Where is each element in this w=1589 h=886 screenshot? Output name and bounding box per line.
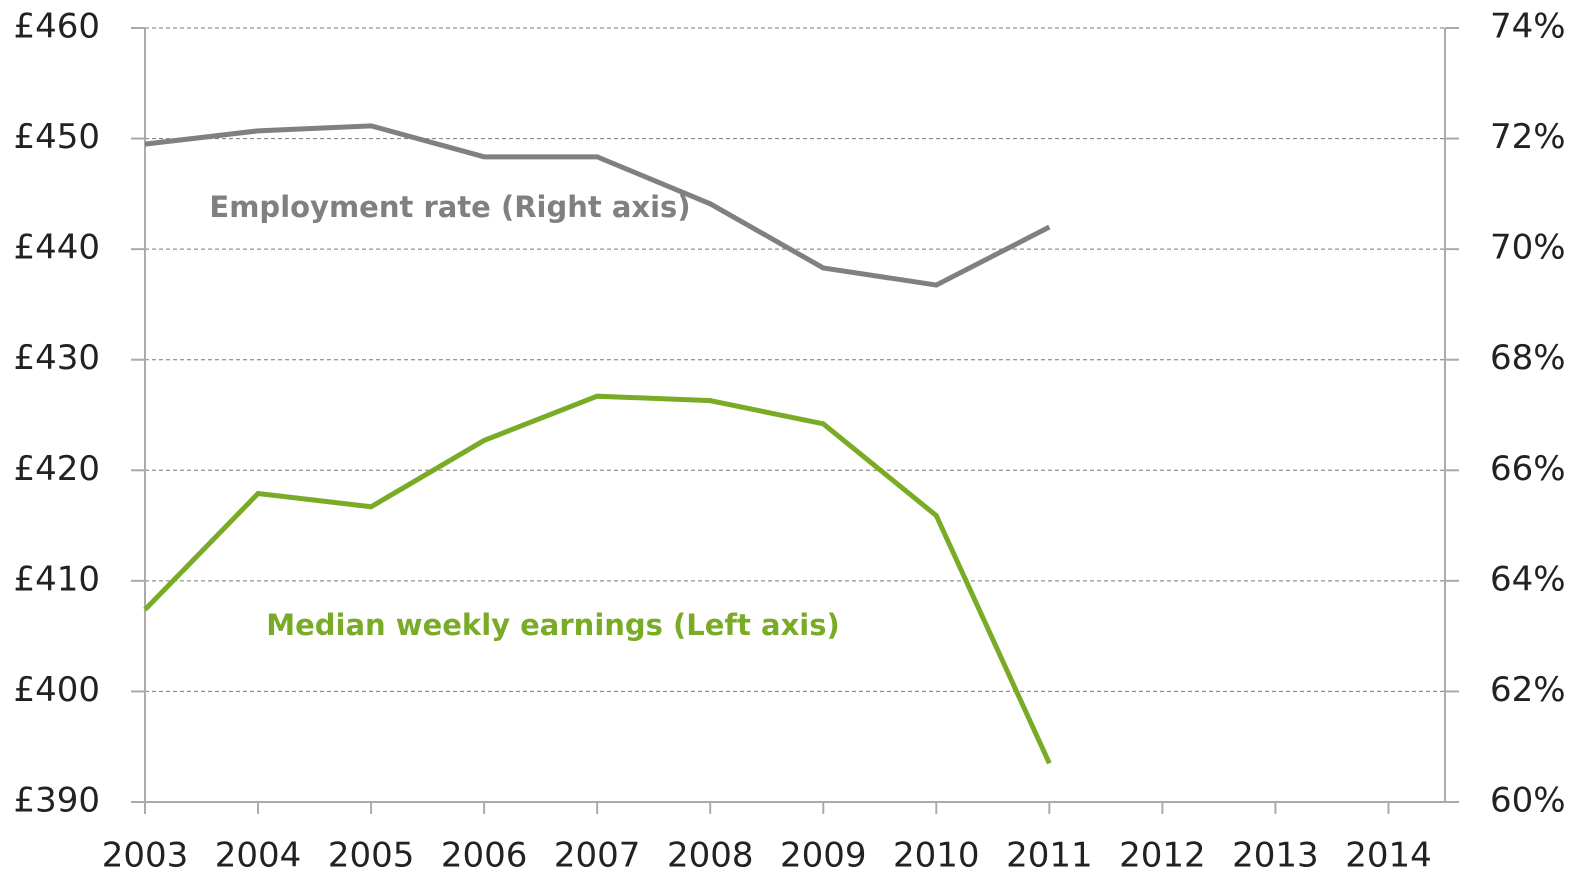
y-tick-label: £410: [13, 559, 100, 599]
y2-tick-label: 64%: [1490, 559, 1566, 599]
x-tick-label: 2011: [1006, 836, 1093, 876]
y-tick-label: £450: [13, 117, 100, 157]
x-tick-label: 2007: [554, 836, 641, 876]
y-tick-label: £390: [13, 781, 100, 821]
y2-tick-label: 66%: [1490, 449, 1566, 489]
y-tick-label: £440: [13, 228, 100, 268]
x-tick-label: 2004: [215, 836, 302, 876]
series-line: [143, 393, 1052, 765]
x-tick-label: 2014: [1345, 836, 1432, 876]
y2-tick-label: 74%: [1490, 7, 1566, 47]
series-label: Employment rate (Right axis): [209, 190, 690, 224]
x-tick-label: 2003: [102, 836, 189, 876]
y-tick-label: £460: [13, 7, 100, 47]
y-tick-label: £400: [13, 670, 100, 710]
x-tick-label: 2009: [780, 836, 867, 876]
series-label: Median weekly earnings (Left axis): [266, 608, 840, 642]
x-tick-label: 2008: [667, 836, 754, 876]
x-tick-label: 2006: [441, 836, 528, 876]
y-tick-label: £420: [13, 449, 100, 489]
x-tick-label: 2013: [1232, 836, 1319, 876]
y2-tick-label: 70%: [1490, 228, 1566, 268]
x-tick-label: 2012: [1119, 836, 1206, 876]
y2-tick-label: 72%: [1490, 117, 1566, 157]
y2-tick-label: 60%: [1490, 781, 1566, 821]
y2-tick-label: 68%: [1490, 338, 1566, 378]
y2-tick-label: 62%: [1490, 670, 1566, 710]
x-tick-label: 2005: [328, 836, 415, 876]
x-tick-label: 2010: [893, 836, 980, 876]
y-tick-label: £430: [13, 338, 100, 378]
series-line: [144, 123, 1051, 288]
